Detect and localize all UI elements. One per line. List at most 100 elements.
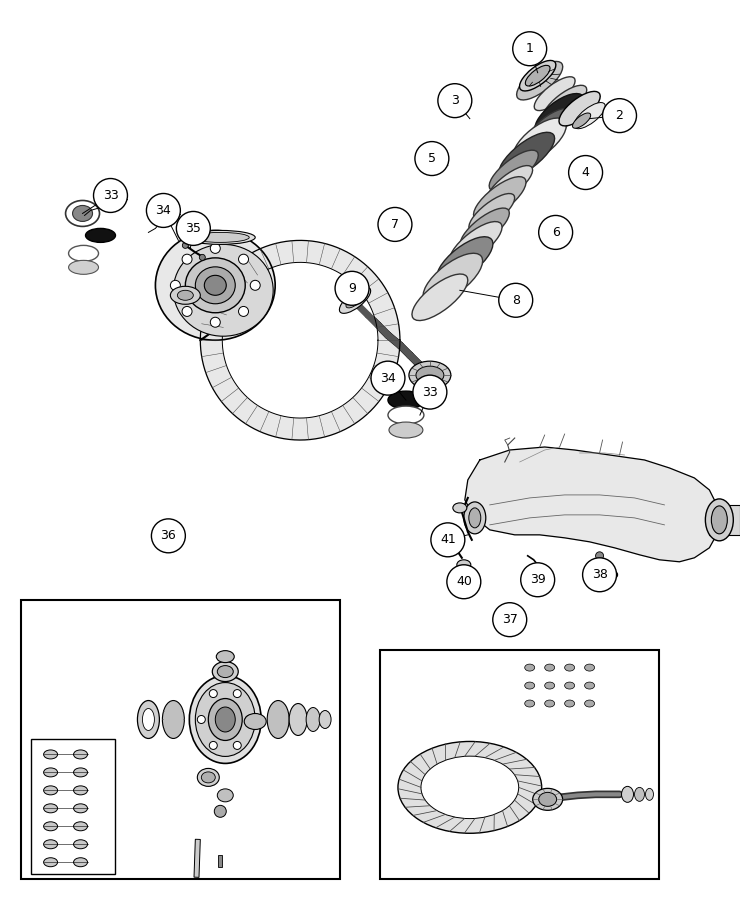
Circle shape — [197, 716, 205, 724]
Text: 38: 38 — [591, 568, 608, 581]
Ellipse shape — [525, 664, 535, 671]
Circle shape — [210, 317, 220, 328]
Ellipse shape — [539, 792, 556, 806]
Circle shape — [605, 570, 614, 580]
Ellipse shape — [469, 194, 515, 231]
Text: 41: 41 — [440, 534, 456, 546]
Text: 4: 4 — [582, 166, 590, 179]
Ellipse shape — [137, 700, 159, 739]
Circle shape — [415, 141, 449, 176]
Bar — [380, 650, 659, 879]
Ellipse shape — [453, 503, 467, 513]
Text: 35: 35 — [185, 222, 202, 235]
Ellipse shape — [216, 651, 234, 662]
Ellipse shape — [346, 292, 364, 308]
Ellipse shape — [44, 750, 58, 759]
Ellipse shape — [213, 662, 239, 681]
Ellipse shape — [197, 769, 219, 787]
Polygon shape — [222, 263, 378, 419]
Ellipse shape — [216, 707, 235, 732]
Ellipse shape — [409, 361, 451, 389]
Text: 3: 3 — [451, 94, 459, 107]
Circle shape — [209, 689, 217, 698]
Ellipse shape — [162, 700, 185, 739]
Ellipse shape — [44, 840, 58, 849]
Ellipse shape — [170, 286, 200, 304]
Text: 5: 5 — [428, 152, 436, 165]
Ellipse shape — [705, 499, 734, 541]
Circle shape — [413, 375, 447, 410]
Ellipse shape — [499, 132, 554, 179]
Circle shape — [493, 603, 527, 636]
Ellipse shape — [469, 508, 481, 528]
Ellipse shape — [565, 700, 574, 707]
Ellipse shape — [339, 287, 370, 313]
Text: 34: 34 — [380, 372, 396, 384]
Ellipse shape — [268, 700, 289, 739]
Circle shape — [499, 284, 533, 317]
Ellipse shape — [545, 700, 555, 707]
Circle shape — [447, 565, 481, 599]
Circle shape — [209, 742, 217, 750]
Circle shape — [245, 716, 253, 724]
Ellipse shape — [65, 201, 99, 227]
Ellipse shape — [245, 714, 266, 730]
Ellipse shape — [73, 822, 87, 831]
Circle shape — [239, 254, 248, 265]
Ellipse shape — [421, 756, 519, 819]
Ellipse shape — [412, 274, 468, 320]
Ellipse shape — [436, 237, 493, 284]
Circle shape — [182, 254, 192, 265]
Ellipse shape — [306, 707, 320, 732]
Ellipse shape — [622, 787, 634, 802]
Text: 40: 40 — [456, 575, 472, 589]
Ellipse shape — [527, 108, 573, 147]
Ellipse shape — [196, 682, 255, 756]
Ellipse shape — [85, 229, 116, 242]
Ellipse shape — [457, 560, 471, 570]
Text: 39: 39 — [530, 573, 545, 586]
Ellipse shape — [69, 260, 99, 274]
Circle shape — [151, 519, 185, 553]
Circle shape — [233, 742, 242, 750]
Ellipse shape — [190, 676, 262, 763]
Ellipse shape — [534, 76, 575, 111]
Ellipse shape — [73, 804, 87, 813]
Ellipse shape — [473, 176, 526, 220]
Ellipse shape — [69, 246, 99, 261]
Text: 33: 33 — [422, 385, 438, 399]
Ellipse shape — [177, 291, 193, 301]
Text: 8: 8 — [512, 293, 519, 307]
Bar — [30, 740, 116, 874]
Circle shape — [214, 806, 226, 817]
Ellipse shape — [196, 266, 235, 304]
Ellipse shape — [513, 118, 566, 163]
Ellipse shape — [73, 858, 87, 867]
Text: 37: 37 — [502, 613, 518, 626]
Ellipse shape — [519, 60, 556, 91]
Ellipse shape — [217, 789, 233, 802]
Bar — [219, 855, 222, 868]
Ellipse shape — [423, 253, 482, 303]
Circle shape — [182, 306, 192, 317]
Circle shape — [438, 84, 472, 118]
Ellipse shape — [585, 664, 594, 671]
Ellipse shape — [202, 772, 216, 783]
Ellipse shape — [156, 230, 275, 340]
Ellipse shape — [634, 788, 645, 801]
Circle shape — [446, 542, 453, 550]
Ellipse shape — [534, 567, 545, 576]
Text: 36: 36 — [161, 529, 176, 543]
Ellipse shape — [711, 506, 728, 534]
Ellipse shape — [542, 86, 587, 122]
Ellipse shape — [489, 150, 538, 191]
Circle shape — [602, 99, 637, 132]
Ellipse shape — [173, 245, 273, 337]
Circle shape — [582, 558, 617, 591]
Circle shape — [250, 280, 260, 291]
Text: 34: 34 — [156, 204, 171, 217]
Ellipse shape — [319, 710, 331, 728]
Ellipse shape — [289, 704, 307, 735]
Ellipse shape — [44, 822, 58, 831]
Ellipse shape — [559, 92, 600, 126]
